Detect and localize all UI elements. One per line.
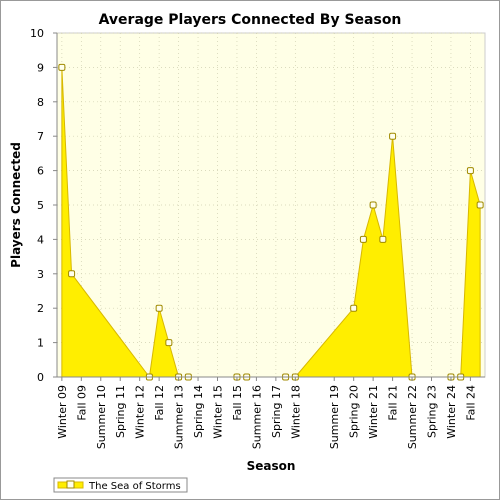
legend-marker-icon	[66, 480, 75, 489]
data-point-marker	[350, 304, 358, 312]
x-tick-label: Spring 17	[270, 385, 283, 438]
x-tick-label: Spring 20	[348, 385, 361, 438]
data-point-marker	[476, 201, 484, 209]
legend-box	[53, 477, 188, 493]
y-axis-ticks: 0 1 2 3 4 5 6 7 8 9 10	[30, 27, 57, 384]
x-tick-label: Summer 22	[406, 385, 419, 449]
area-series-fill	[61, 67, 481, 379]
area-series	[61, 67, 481, 379]
y-tick-label: 1	[37, 337, 44, 350]
y-tick-label: 6	[37, 165, 44, 178]
x-tick-label: Fall 15	[231, 385, 244, 421]
data-point-marker	[165, 339, 173, 347]
x-tick-label: Fall 09	[75, 385, 88, 421]
x-axis-ticks: Winter 09 Fall 09 Summer 10 Spring 11 Winter…	[56, 377, 477, 449]
x-tick-label: Winter 12	[134, 385, 147, 439]
x-tick-label: Winter 21	[367, 385, 380, 439]
data-point-marker	[155, 304, 163, 312]
data-point-marker	[58, 63, 66, 71]
y-tick-label: 8	[37, 96, 44, 109]
legend: The Sea of Storms	[53, 477, 188, 493]
y-tick-label: 10	[30, 27, 44, 40]
data-point-marker	[359, 235, 367, 243]
x-tick-label: Spring 23	[426, 385, 439, 438]
x-tick-label: Winter 15	[212, 385, 225, 439]
y-tick-label: 9	[37, 61, 44, 74]
data-point-marker	[389, 132, 397, 140]
legend-label: The Sea of Storms	[88, 481, 181, 492]
x-tick-label: Fall 21	[387, 385, 400, 421]
y-tick-label: 3	[37, 268, 44, 281]
x-tick-label: Summer 16	[250, 385, 263, 449]
data-point-marker	[379, 235, 387, 243]
data-point-marker	[369, 201, 377, 209]
y-tick-label: 7	[37, 130, 44, 143]
x-tick-label: Summer 19	[328, 385, 341, 449]
data-point-marker	[68, 270, 76, 278]
chart-title: Average Players Connected By Season	[99, 12, 402, 28]
y-tick-label: 4	[37, 233, 44, 246]
x-tick-label: Summer 13	[173, 385, 186, 449]
series-markers	[58, 63, 484, 381]
x-axis-title: Season	[247, 459, 296, 473]
y-tick-label: 5	[37, 199, 44, 212]
x-tick-label: Fall 24	[464, 385, 477, 421]
y-tick-label: 2	[37, 302, 44, 315]
x-tick-label: Winter 18	[289, 385, 302, 439]
x-tick-label: Spring 11	[114, 385, 127, 438]
y-axis-title: Players Connected	[9, 142, 23, 268]
y-tick-label: 0	[37, 371, 44, 384]
data-point-marker	[466, 167, 474, 175]
x-tick-label: Spring 14	[192, 385, 205, 438]
x-tick-label: Winter 24	[445, 385, 458, 439]
x-tick-label: Winter 09	[56, 385, 69, 439]
x-tick-label: Summer 10	[95, 385, 108, 449]
x-tick-label: Fall 12	[153, 385, 166, 421]
